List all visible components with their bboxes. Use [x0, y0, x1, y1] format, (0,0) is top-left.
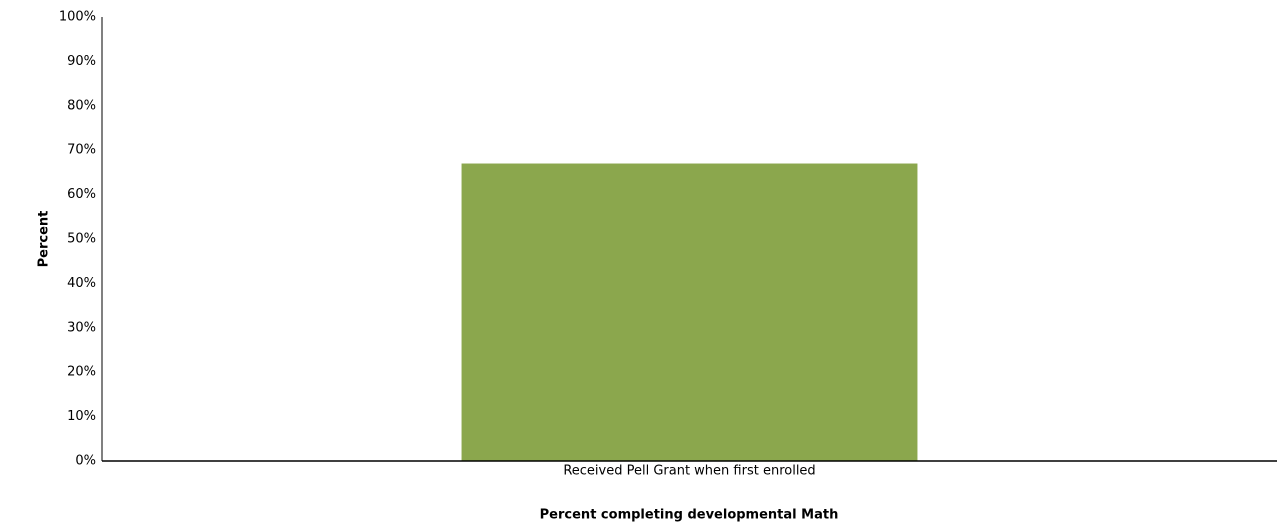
y-tick-label: 90%: [67, 54, 96, 69]
bar: [461, 163, 918, 461]
x-tick-label: Received Pell Grant when first enrolled: [563, 464, 815, 479]
x-axis-label: Percent completing developmental Math: [540, 508, 839, 523]
y-tick-label: 40%: [67, 276, 96, 291]
y-tick-label: 0%: [75, 454, 96, 469]
y-tick-label: 20%: [67, 365, 96, 380]
y-tick-label: 70%: [67, 143, 96, 158]
y-tick-label: 10%: [67, 409, 96, 424]
y-axis-label: Percent: [37, 211, 52, 268]
y-tick-label: 80%: [67, 98, 96, 113]
y-tick-label: 100%: [59, 10, 96, 25]
y-tick-label: 60%: [67, 187, 96, 202]
y-tick-label: 50%: [67, 232, 96, 247]
y-tick-label: 30%: [67, 320, 96, 335]
